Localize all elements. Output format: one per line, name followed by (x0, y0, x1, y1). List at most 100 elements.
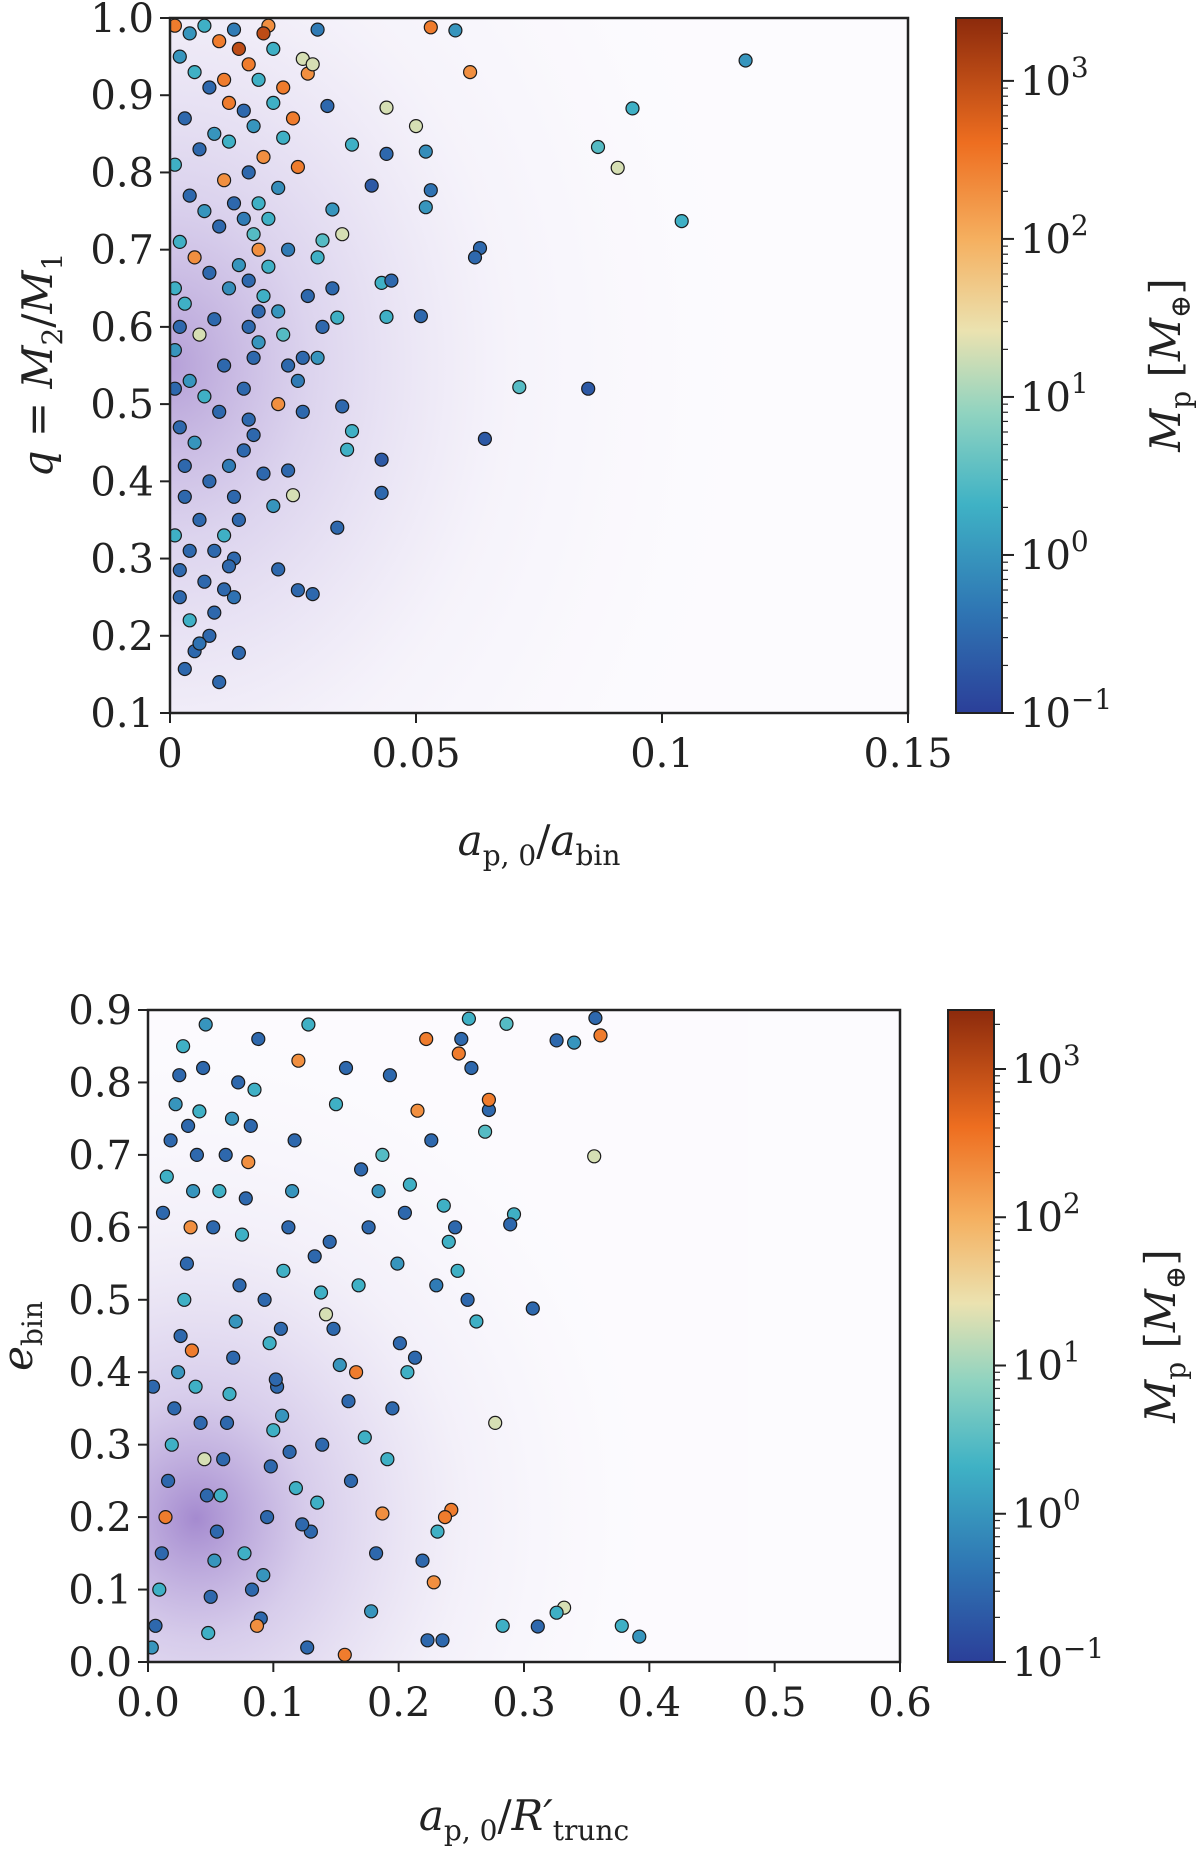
scatter-point (226, 590, 242, 605)
scatter-point (420, 1633, 435, 1648)
y-tick-label: 0.7 (90, 228, 154, 274)
x-tick-label: 0.3 (492, 1680, 556, 1726)
scatter-point (307, 1249, 322, 1264)
scatter-point (182, 26, 197, 41)
scatter-point (231, 258, 246, 273)
scatter-point (361, 1220, 376, 1235)
scatter-point (379, 309, 394, 324)
scatter-point (192, 636, 207, 651)
scatter-point (226, 1350, 241, 1365)
scatter-point (216, 1452, 231, 1467)
scatter-point (177, 296, 192, 311)
y-tick-label: 0.2 (90, 614, 154, 660)
chart-panel-q-vs-a: 0 0.05 0.1 0.15 0.1 0.2 0.3 0.4 0.5 0.6 0.7 0.8 0.9… (13, 0, 1197, 872)
scatter-point (207, 126, 222, 141)
scatter-point (330, 310, 345, 325)
y-axis-ticks: 0.0 0.1 0.2 0.3 0.4 0.5 0.6 0.7 0.8 0.9 (68, 988, 148, 1686)
scatter-point (241, 1155, 256, 1170)
colorbar-tick-label: 100 (1020, 525, 1089, 579)
scatter-point (266, 1423, 281, 1438)
scatter-point (231, 1075, 246, 1090)
colorbar-tick-label: 10−1 (1020, 683, 1112, 737)
scatter-point (310, 350, 325, 365)
colorbar-tick-label: 10−1 (1012, 1632, 1104, 1686)
scatter-point (295, 1517, 310, 1532)
scatter-point (226, 196, 242, 211)
scatter-point (231, 41, 246, 57)
scatter-point (310, 22, 325, 37)
scatter-point (738, 53, 753, 68)
scatter-point (241, 273, 256, 288)
y-tick-label: 0.5 (68, 1278, 132, 1324)
scatter-point (172, 1068, 187, 1083)
scatter-point (281, 1220, 296, 1235)
density-background (148, 1010, 748, 1662)
scatter-point (525, 1301, 540, 1316)
scatter-point (318, 1307, 334, 1322)
scatter-point (251, 304, 266, 319)
scatter-point (192, 142, 207, 157)
x-tick-label: 0.4 (618, 1680, 682, 1726)
scatter-point (410, 1103, 425, 1118)
scatter-point (430, 1524, 445, 1539)
scatter-point (170, 381, 182, 396)
scatter-point (163, 1133, 178, 1148)
scatter-point (375, 1506, 390, 1521)
scatter-point (206, 1220, 221, 1235)
scatter-point (674, 214, 689, 229)
scatter-point (231, 645, 246, 660)
scatter-point (276, 1263, 291, 1278)
scatter-point (212, 404, 227, 419)
scatter-point (271, 304, 286, 319)
scatter-point (275, 1408, 290, 1423)
scatter-point (246, 350, 261, 365)
x-tick-label: 0.1 (630, 731, 694, 777)
scatter-point (566, 1035, 582, 1050)
colorbar-label: Mp [M⊕] (1136, 1249, 1192, 1424)
scatter-point (287, 1133, 302, 1148)
scatter-point (632, 1629, 647, 1644)
scatter-point (171, 1365, 186, 1380)
x-axis-label: ap, 0/abin (458, 816, 621, 872)
scatter-point (503, 1217, 518, 1232)
scatter-point (354, 1162, 369, 1177)
scatter-point (192, 1104, 207, 1119)
scatter-point (256, 26, 271, 41)
scatter-point (588, 1010, 603, 1026)
colorbar-ticks: 103 102 101 100 10−1 (994, 1023, 1104, 1686)
y-tick-label: 0.8 (68, 1060, 132, 1106)
y-tick-label: 0.6 (90, 305, 154, 351)
colorbar-tick-label: 103 (1020, 51, 1089, 105)
scatter-point (435, 1633, 450, 1648)
scatter-point (186, 1184, 201, 1199)
y-tick-label: 0.7 (68, 1133, 132, 1179)
x-tick-label: 0.5 (743, 1680, 807, 1726)
scatter-point (315, 233, 330, 248)
scatter-point (415, 1553, 430, 1568)
x-tick-label: 0.2 (367, 1680, 431, 1726)
scatter-point (397, 1205, 412, 1220)
scatter-point (436, 1198, 451, 1213)
scatter-point (581, 381, 596, 396)
scatter-point (610, 160, 625, 175)
scatter-point (330, 520, 345, 535)
y-tick-label: 0.2 (68, 1495, 132, 1541)
scatter-point (281, 358, 296, 373)
density-background (170, 18, 730, 713)
scatter-point (271, 180, 286, 195)
scatter-point (221, 559, 237, 574)
scatter-point (176, 1039, 191, 1054)
scatter-point (402, 1177, 417, 1192)
scatter-point (310, 250, 325, 265)
scatter-point (407, 1350, 423, 1365)
scatter-point (300, 1640, 315, 1655)
scatter-point (273, 1321, 288, 1336)
scatter-point (332, 1357, 347, 1373)
scatter-point (261, 259, 276, 274)
scatter-point (364, 1604, 379, 1619)
scatter-point (246, 118, 261, 134)
scatter-point (313, 1285, 329, 1300)
scatter-point (187, 250, 202, 265)
scatter-point (344, 424, 360, 439)
scatter-point (217, 173, 232, 188)
